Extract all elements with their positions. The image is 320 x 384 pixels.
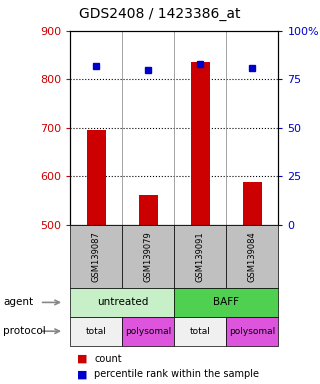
Text: BAFF: BAFF	[213, 297, 239, 308]
Text: GSM139079: GSM139079	[144, 231, 153, 282]
Text: untreated: untreated	[97, 297, 148, 308]
Bar	[190, 62, 210, 225]
Text: ■: ■	[77, 354, 87, 364]
Text: agent: agent	[3, 297, 33, 308]
Text: GDS2408 / 1423386_at: GDS2408 / 1423386_at	[79, 7, 241, 21]
Text: polysomal: polysomal	[229, 327, 276, 336]
Text: ■: ■	[77, 369, 87, 379]
Bar	[243, 182, 262, 225]
Text: total: total	[190, 327, 211, 336]
Text: percentile rank within the sample: percentile rank within the sample	[94, 369, 260, 379]
Text: GSM139091: GSM139091	[196, 231, 205, 281]
Text: GSM139084: GSM139084	[248, 231, 257, 282]
Text: polysomal: polysomal	[125, 327, 172, 336]
Bar	[86, 130, 106, 225]
Bar	[139, 195, 158, 225]
Text: count: count	[94, 354, 122, 364]
Text: protocol: protocol	[3, 326, 46, 336]
Text: total: total	[86, 327, 107, 336]
Text: GSM139087: GSM139087	[92, 231, 101, 282]
